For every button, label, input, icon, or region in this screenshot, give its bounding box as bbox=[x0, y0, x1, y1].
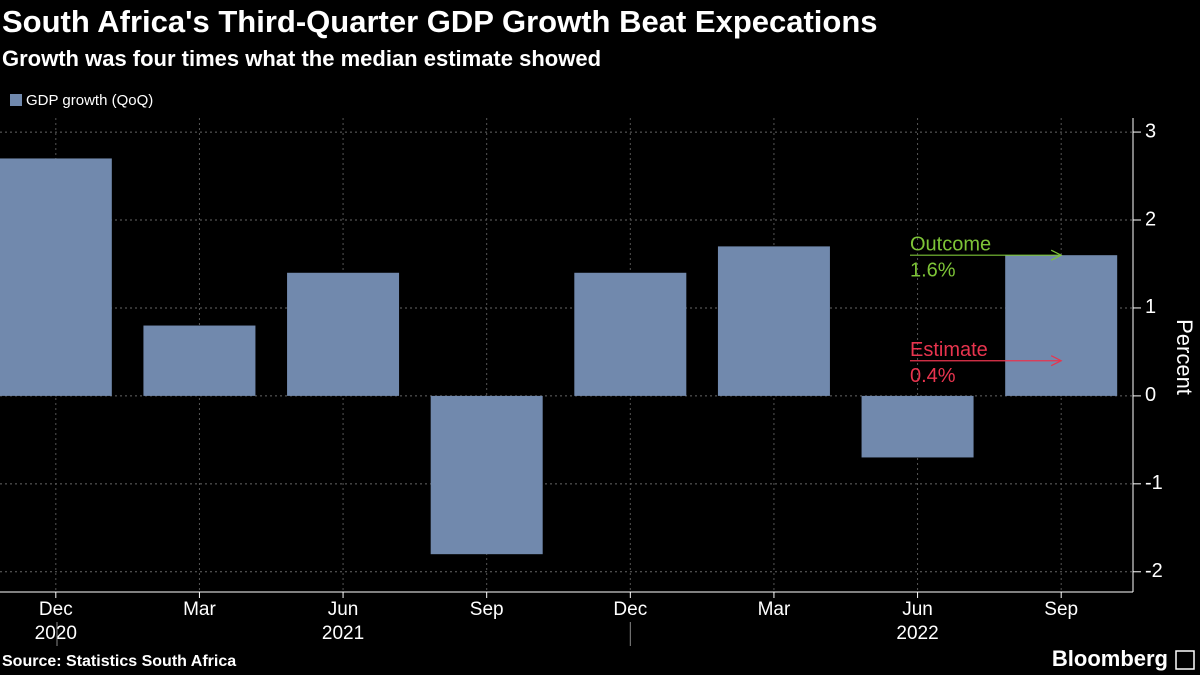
bar bbox=[0, 158, 112, 396]
x-tick-label: Mar bbox=[758, 599, 791, 620]
x-year-label: 2020 bbox=[35, 623, 77, 644]
annotation-label: Estimate bbox=[910, 339, 988, 361]
bar bbox=[143, 325, 256, 396]
annotation-arrowhead bbox=[1050, 249, 1063, 261]
y-tick-label: -2 bbox=[1145, 560, 1163, 582]
chart-title: South Africa's Third-Quarter GDP Growth … bbox=[2, 4, 878, 39]
annotation-value: 1.6% bbox=[910, 259, 956, 281]
x-tick-label: Dec bbox=[39, 599, 73, 620]
source: Source: Statistics South Africa bbox=[2, 653, 236, 670]
y-axis-label: Percent bbox=[1172, 319, 1197, 395]
y-tick-label: 0 bbox=[1145, 384, 1156, 406]
x-tick-label: Jun bbox=[902, 599, 933, 620]
chart-subtitle: Growth was four times what the median es… bbox=[2, 46, 601, 71]
y-tick-label: 1 bbox=[1145, 296, 1156, 318]
x-year-label: 2021 bbox=[322, 623, 364, 644]
bar bbox=[1005, 255, 1118, 396]
bar bbox=[861, 395, 974, 458]
brand-icon bbox=[1175, 650, 1195, 670]
x-tick-label: Sep bbox=[1044, 599, 1078, 620]
y-tick-label: 2 bbox=[1145, 208, 1156, 230]
legend-swatch bbox=[10, 94, 22, 106]
bar bbox=[287, 272, 400, 396]
x-tick-label: Sep bbox=[470, 599, 504, 620]
x-year-label: 2022 bbox=[896, 623, 938, 644]
x-tick-label: Dec bbox=[613, 599, 647, 620]
annotation-value: 0.4% bbox=[910, 365, 956, 387]
brand: Bloomberg bbox=[1052, 646, 1168, 671]
legend-label: GDP growth (QoQ) bbox=[26, 92, 153, 109]
y-tick-label: 3 bbox=[1145, 120, 1156, 142]
annotation-arrowhead bbox=[1050, 355, 1063, 367]
x-tick-label: Jun bbox=[328, 599, 359, 620]
bar bbox=[430, 395, 543, 555]
annotation-label: Outcome bbox=[910, 233, 991, 255]
bar bbox=[717, 246, 830, 396]
y-tick-label: -1 bbox=[1145, 472, 1163, 494]
x-tick-label: Mar bbox=[183, 599, 216, 620]
bar bbox=[574, 272, 687, 396]
